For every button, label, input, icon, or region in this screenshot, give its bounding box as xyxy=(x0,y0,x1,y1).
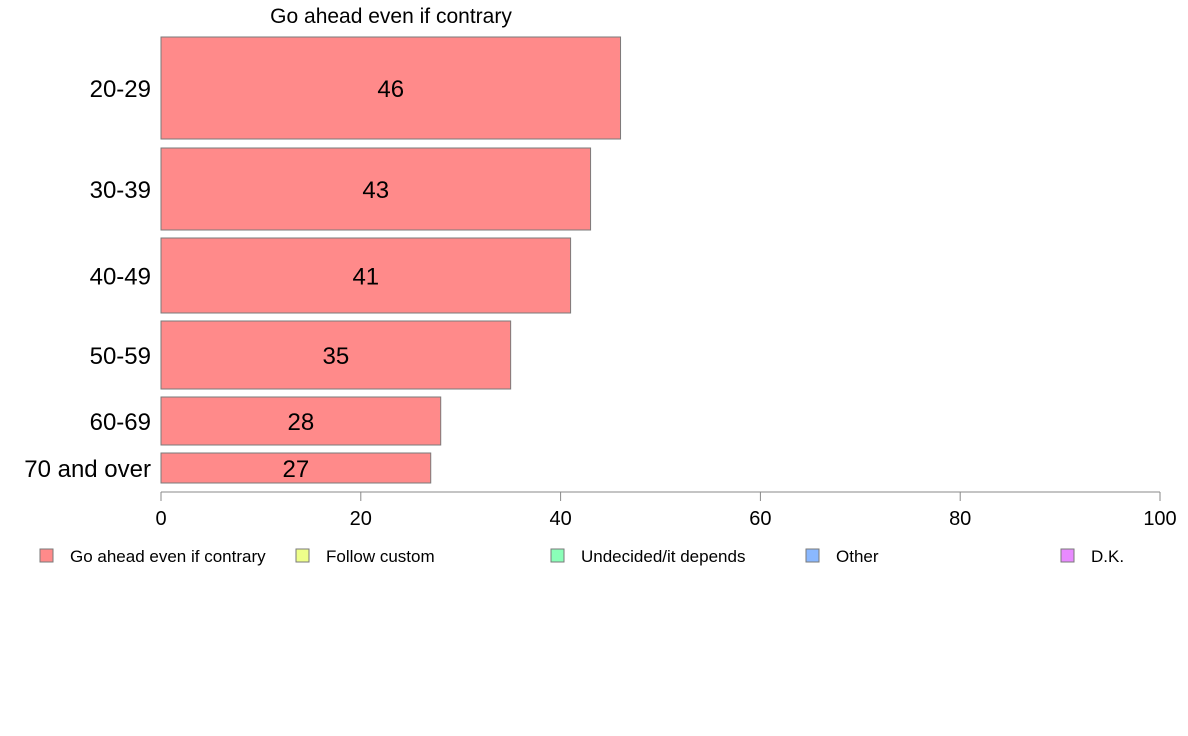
legend-label: Follow custom xyxy=(326,547,435,566)
x-axis: 0 20 40 60 80 100 xyxy=(155,491,1177,530)
x-tick-label: 80 xyxy=(949,508,971,530)
legend-swatch xyxy=(550,548,565,563)
legend-label: Go ahead even if contrary xyxy=(70,547,266,566)
category-label: 30-39 xyxy=(90,177,151,204)
bar xyxy=(160,452,432,484)
category-label: 70 and over xyxy=(24,456,151,483)
category-label: 40-49 xyxy=(90,264,151,291)
legend-swatch xyxy=(1060,548,1075,563)
bar xyxy=(160,237,572,314)
x-tick-label: 0 xyxy=(155,508,166,530)
x-tick-label: 20 xyxy=(350,508,372,530)
bar xyxy=(160,147,592,231)
legend-label: D.K. xyxy=(1091,547,1124,566)
category-label: 20-29 xyxy=(90,76,151,103)
data-label: 27 xyxy=(283,456,310,483)
legend-swatch xyxy=(295,548,310,563)
data-label: 35 xyxy=(322,343,349,370)
data-label: 28 xyxy=(288,409,315,436)
legend: Go ahead even if contrary Follow custom Un… xyxy=(39,547,1124,566)
x-tick-label: 60 xyxy=(749,508,771,530)
bar xyxy=(160,320,512,390)
data-label: 41 xyxy=(352,264,379,291)
legend-label: Other xyxy=(836,547,879,566)
legend-label: Undecided/it depends xyxy=(581,547,745,566)
legend-swatch xyxy=(805,548,820,563)
chart-title: Go ahead even if contrary xyxy=(270,5,512,28)
bar xyxy=(160,396,442,446)
category-label: 60-69 xyxy=(90,409,151,436)
legend-swatch xyxy=(39,548,54,563)
x-tick-label: 100 xyxy=(1143,508,1176,530)
category-label: 50-59 xyxy=(90,343,151,370)
data-label: 46 xyxy=(377,76,404,103)
x-tick-label: 40 xyxy=(549,508,571,530)
data-label: 43 xyxy=(362,177,389,204)
bars-group: 46 20-29 43 30-39 41 40-49 35 50-59 28 60-69 27 70 … xyxy=(24,36,622,484)
bar xyxy=(160,36,622,140)
